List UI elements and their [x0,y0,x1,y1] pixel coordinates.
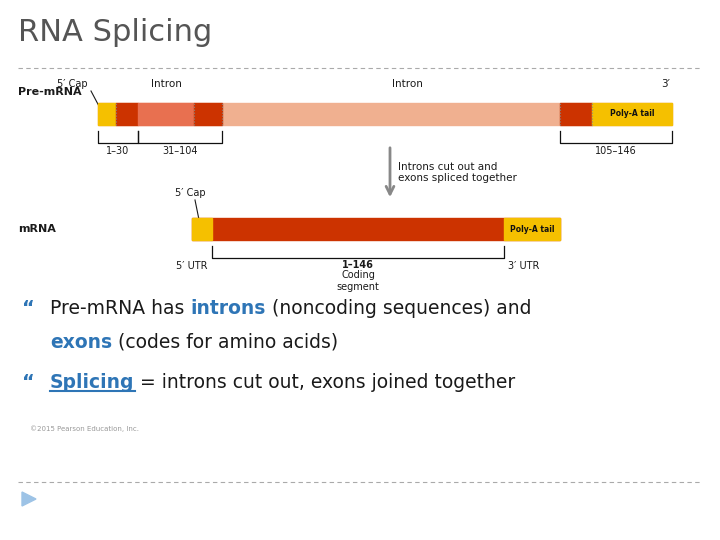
Bar [194,103,222,125]
Bar [98,103,672,125]
Bar [192,218,560,240]
Text: exons: exons [50,333,112,352]
Text: mRNA: mRNA [18,224,56,234]
Bar [560,103,592,125]
Text: 1–30: 1–30 [107,146,130,156]
Text: Poly-A tail: Poly-A tail [610,110,654,118]
Text: Intron: Intron [150,79,181,89]
Text: RNA Splicing: RNA Splicing [18,18,212,47]
Bar [192,218,212,240]
Text: introns: introns [190,299,266,318]
Bar [138,103,194,125]
Text: 5′ Cap: 5′ Cap [58,79,88,89]
Text: Intron: Intron [392,79,423,89]
Text: 1–146: 1–146 [342,260,374,270]
Text: Pre-mRNA has: Pre-mRNA has [50,299,190,318]
Text: Pre-mRNA: Pre-mRNA [18,87,81,97]
Text: 3′ UTR: 3′ UTR [508,261,539,271]
Text: = introns cut out, exons joined together: = introns cut out, exons joined together [135,373,516,392]
Text: (noncoding sequences) and: (noncoding sequences) and [266,299,531,318]
Polygon shape [22,492,36,506]
Bar [116,103,138,125]
Text: 5′ UTR: 5′ UTR [176,261,208,271]
Text: Coding
segment: Coding segment [336,270,379,292]
Text: ©2015 Pearson Education, Inc.: ©2015 Pearson Education, Inc. [30,426,139,432]
Text: “: “ [22,299,35,318]
Bar [98,103,116,125]
Text: 105–146: 105–146 [595,146,637,156]
Text: (codes for amino acids): (codes for amino acids) [112,333,338,352]
Text: “: “ [22,373,35,392]
Text: Introns cut out and
exons spliced together: Introns cut out and exons spliced togeth… [398,161,517,183]
Text: Splicing: Splicing [50,373,135,392]
Text: Poly-A tail: Poly-A tail [510,225,554,233]
Bar [592,103,672,125]
Text: 5′ Cap: 5′ Cap [175,188,205,198]
Text: 31–104: 31–104 [162,146,198,156]
Bar [504,218,560,240]
Text: 3′: 3′ [661,79,670,89]
